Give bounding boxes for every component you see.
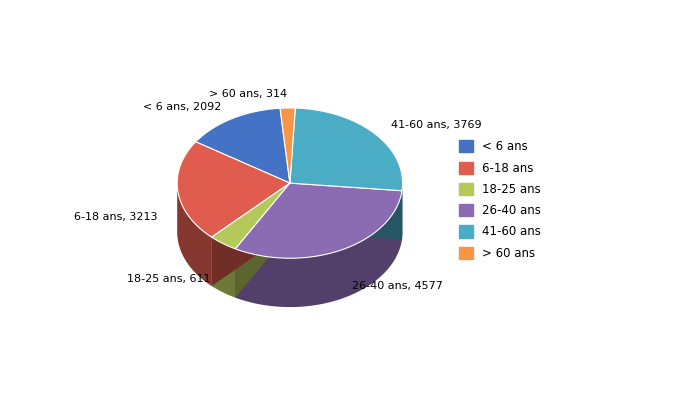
Legend: < 6 ans, 6-18 ans, 18-25 ans, 26-40 ans, 41-60 ans, > 60 ans: < 6 ans, 6-18 ans, 18-25 ans, 26-40 ans,…	[453, 134, 547, 266]
Text: 41-60 ans, 3769: 41-60 ans, 3769	[391, 120, 482, 130]
Polygon shape	[211, 237, 235, 298]
Text: < 6 ans, 2092: < 6 ans, 2092	[144, 102, 222, 112]
Polygon shape	[235, 183, 290, 298]
Polygon shape	[177, 183, 211, 286]
Polygon shape	[280, 108, 295, 183]
Polygon shape	[235, 183, 402, 258]
Polygon shape	[290, 183, 402, 240]
Polygon shape	[196, 108, 290, 183]
Text: 26-40 ans, 4577: 26-40 ans, 4577	[351, 281, 442, 291]
Polygon shape	[290, 108, 402, 191]
Polygon shape	[290, 183, 402, 240]
Polygon shape	[211, 183, 290, 286]
Polygon shape	[177, 142, 290, 237]
Text: > 60 ans, 314: > 60 ans, 314	[209, 90, 287, 100]
Polygon shape	[211, 183, 290, 286]
Polygon shape	[211, 183, 290, 249]
Text: 6-18 ans, 3213: 6-18 ans, 3213	[74, 212, 158, 222]
Polygon shape	[235, 191, 402, 307]
Text: 18-25 ans, 611: 18-25 ans, 611	[127, 274, 211, 284]
Polygon shape	[235, 183, 290, 298]
